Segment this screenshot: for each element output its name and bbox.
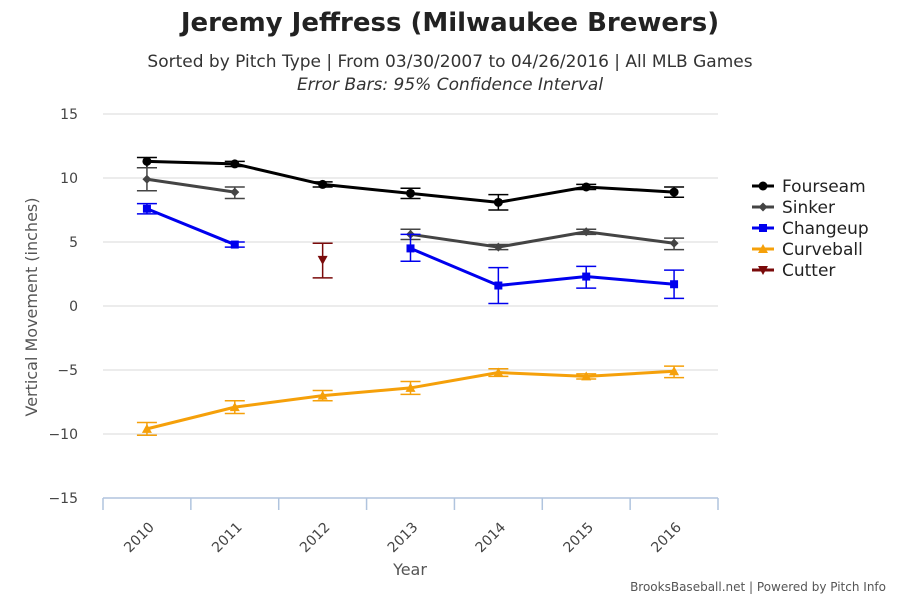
- legend-item-fourseam[interactable]: Fourseam: [752, 177, 866, 197]
- fourseam-point[interactable]: [318, 179, 328, 189]
- fourseam-point[interactable]: [669, 187, 679, 197]
- sinker-point[interactable]: [581, 227, 591, 237]
- curveball-point[interactable]: [405, 382, 416, 392]
- changeup-series: [136, 202, 685, 305]
- fourseam-point[interactable]: [493, 197, 503, 207]
- legend-swatch-marker[interactable]: [758, 181, 768, 191]
- legend-label: Changeup: [782, 219, 869, 239]
- changeup-point[interactable]: [230, 240, 239, 249]
- fourseam-point[interactable]: [230, 159, 240, 169]
- fourseam-point[interactable]: [406, 188, 415, 198]
- sinker-point[interactable]: [669, 238, 679, 248]
- changeup-point[interactable]: [582, 272, 591, 281]
- x-tick-label: 2015: [561, 520, 598, 557]
- legend-swatch-marker[interactable]: [758, 202, 768, 212]
- legend-label: Cutter: [782, 261, 835, 281]
- curveball-point[interactable]: [581, 371, 592, 381]
- sinker-point[interactable]: [142, 174, 152, 184]
- changeup-point[interactable]: [494, 281, 503, 290]
- cutter-point[interactable]: [317, 255, 328, 265]
- y-tick-label: −10: [48, 427, 78, 443]
- legend-swatch-marker[interactable]: [758, 244, 768, 253]
- x-tick-label: 2016: [648, 519, 685, 556]
- y-tick-label: 15: [60, 107, 78, 123]
- x-tick-label: 2011: [209, 520, 246, 557]
- changeup-point[interactable]: [406, 244, 415, 253]
- x-tick-label: 2014: [473, 519, 510, 556]
- chart-title: Jeremy Jeffress (Milwaukee Brewers): [180, 8, 720, 38]
- x-tick-label: 2010: [121, 520, 158, 557]
- fourseam-point[interactable]: [581, 182, 591, 192]
- legend-swatch-marker[interactable]: [758, 266, 768, 275]
- legend-label: Fourseam: [782, 177, 866, 197]
- y-tick-label: −5: [57, 363, 78, 379]
- x-axis-title: Year: [392, 560, 427, 579]
- fourseam-series: [136, 156, 685, 211]
- chart-subtitle: Sorted by Pitch Type | From 03/30/2007 t…: [147, 52, 753, 72]
- chart-subtitle-error-bars: Error Bars: 95% Confidence Interval: [296, 75, 604, 95]
- y-axis-ticks: 15 10 5 0 −5 −10 −15: [48, 107, 78, 507]
- y-tick-label: −15: [48, 491, 78, 507]
- changeup-point[interactable]: [142, 204, 151, 213]
- curveball-point[interactable]: [317, 390, 328, 400]
- fourseam-point[interactable]: [142, 156, 152, 166]
- y-tick-label: 0: [69, 299, 78, 315]
- y-tick-label: 5: [69, 235, 78, 251]
- legend-item-curveball[interactable]: Curveball: [752, 240, 863, 260]
- curveball-point[interactable]: [141, 423, 152, 433]
- legend-item-sinker[interactable]: Sinker: [752, 198, 835, 218]
- legend-swatch-marker[interactable]: [759, 224, 767, 232]
- sinker-series: [136, 167, 685, 252]
- changeup-point[interactable]: [670, 280, 679, 289]
- curveball-series: [136, 365, 685, 437]
- y-axis-title: Vertical Movement (inches): [22, 198, 41, 417]
- cutter-series: [312, 242, 333, 279]
- legend-item-cutter[interactable]: Cutter: [752, 261, 835, 281]
- sinker-point[interactable]: [493, 242, 503, 252]
- series-group: [136, 156, 685, 437]
- curveball-point[interactable]: [229, 402, 240, 412]
- curveball-point[interactable]: [669, 366, 680, 376]
- legend-item-changeup[interactable]: Changeup: [752, 219, 869, 239]
- legend-label: Curveball: [782, 240, 863, 260]
- credits[interactable]: BrooksBaseball.net | Powered by Pitch In…: [630, 580, 886, 594]
- x-axis: 2010 2011 2012 2013 2014 2015 2016: [102, 497, 719, 557]
- sinker-point[interactable]: [230, 187, 240, 197]
- x-tick-label: 2012: [297, 520, 334, 557]
- curveball-point[interactable]: [493, 367, 504, 377]
- x-tick-label: 2013: [385, 520, 422, 557]
- y-tick-label: 10: [60, 171, 78, 187]
- legend-label: Sinker: [782, 198, 835, 218]
- sinker-line: [146, 177, 675, 249]
- changeup-line: [146, 207, 675, 288]
